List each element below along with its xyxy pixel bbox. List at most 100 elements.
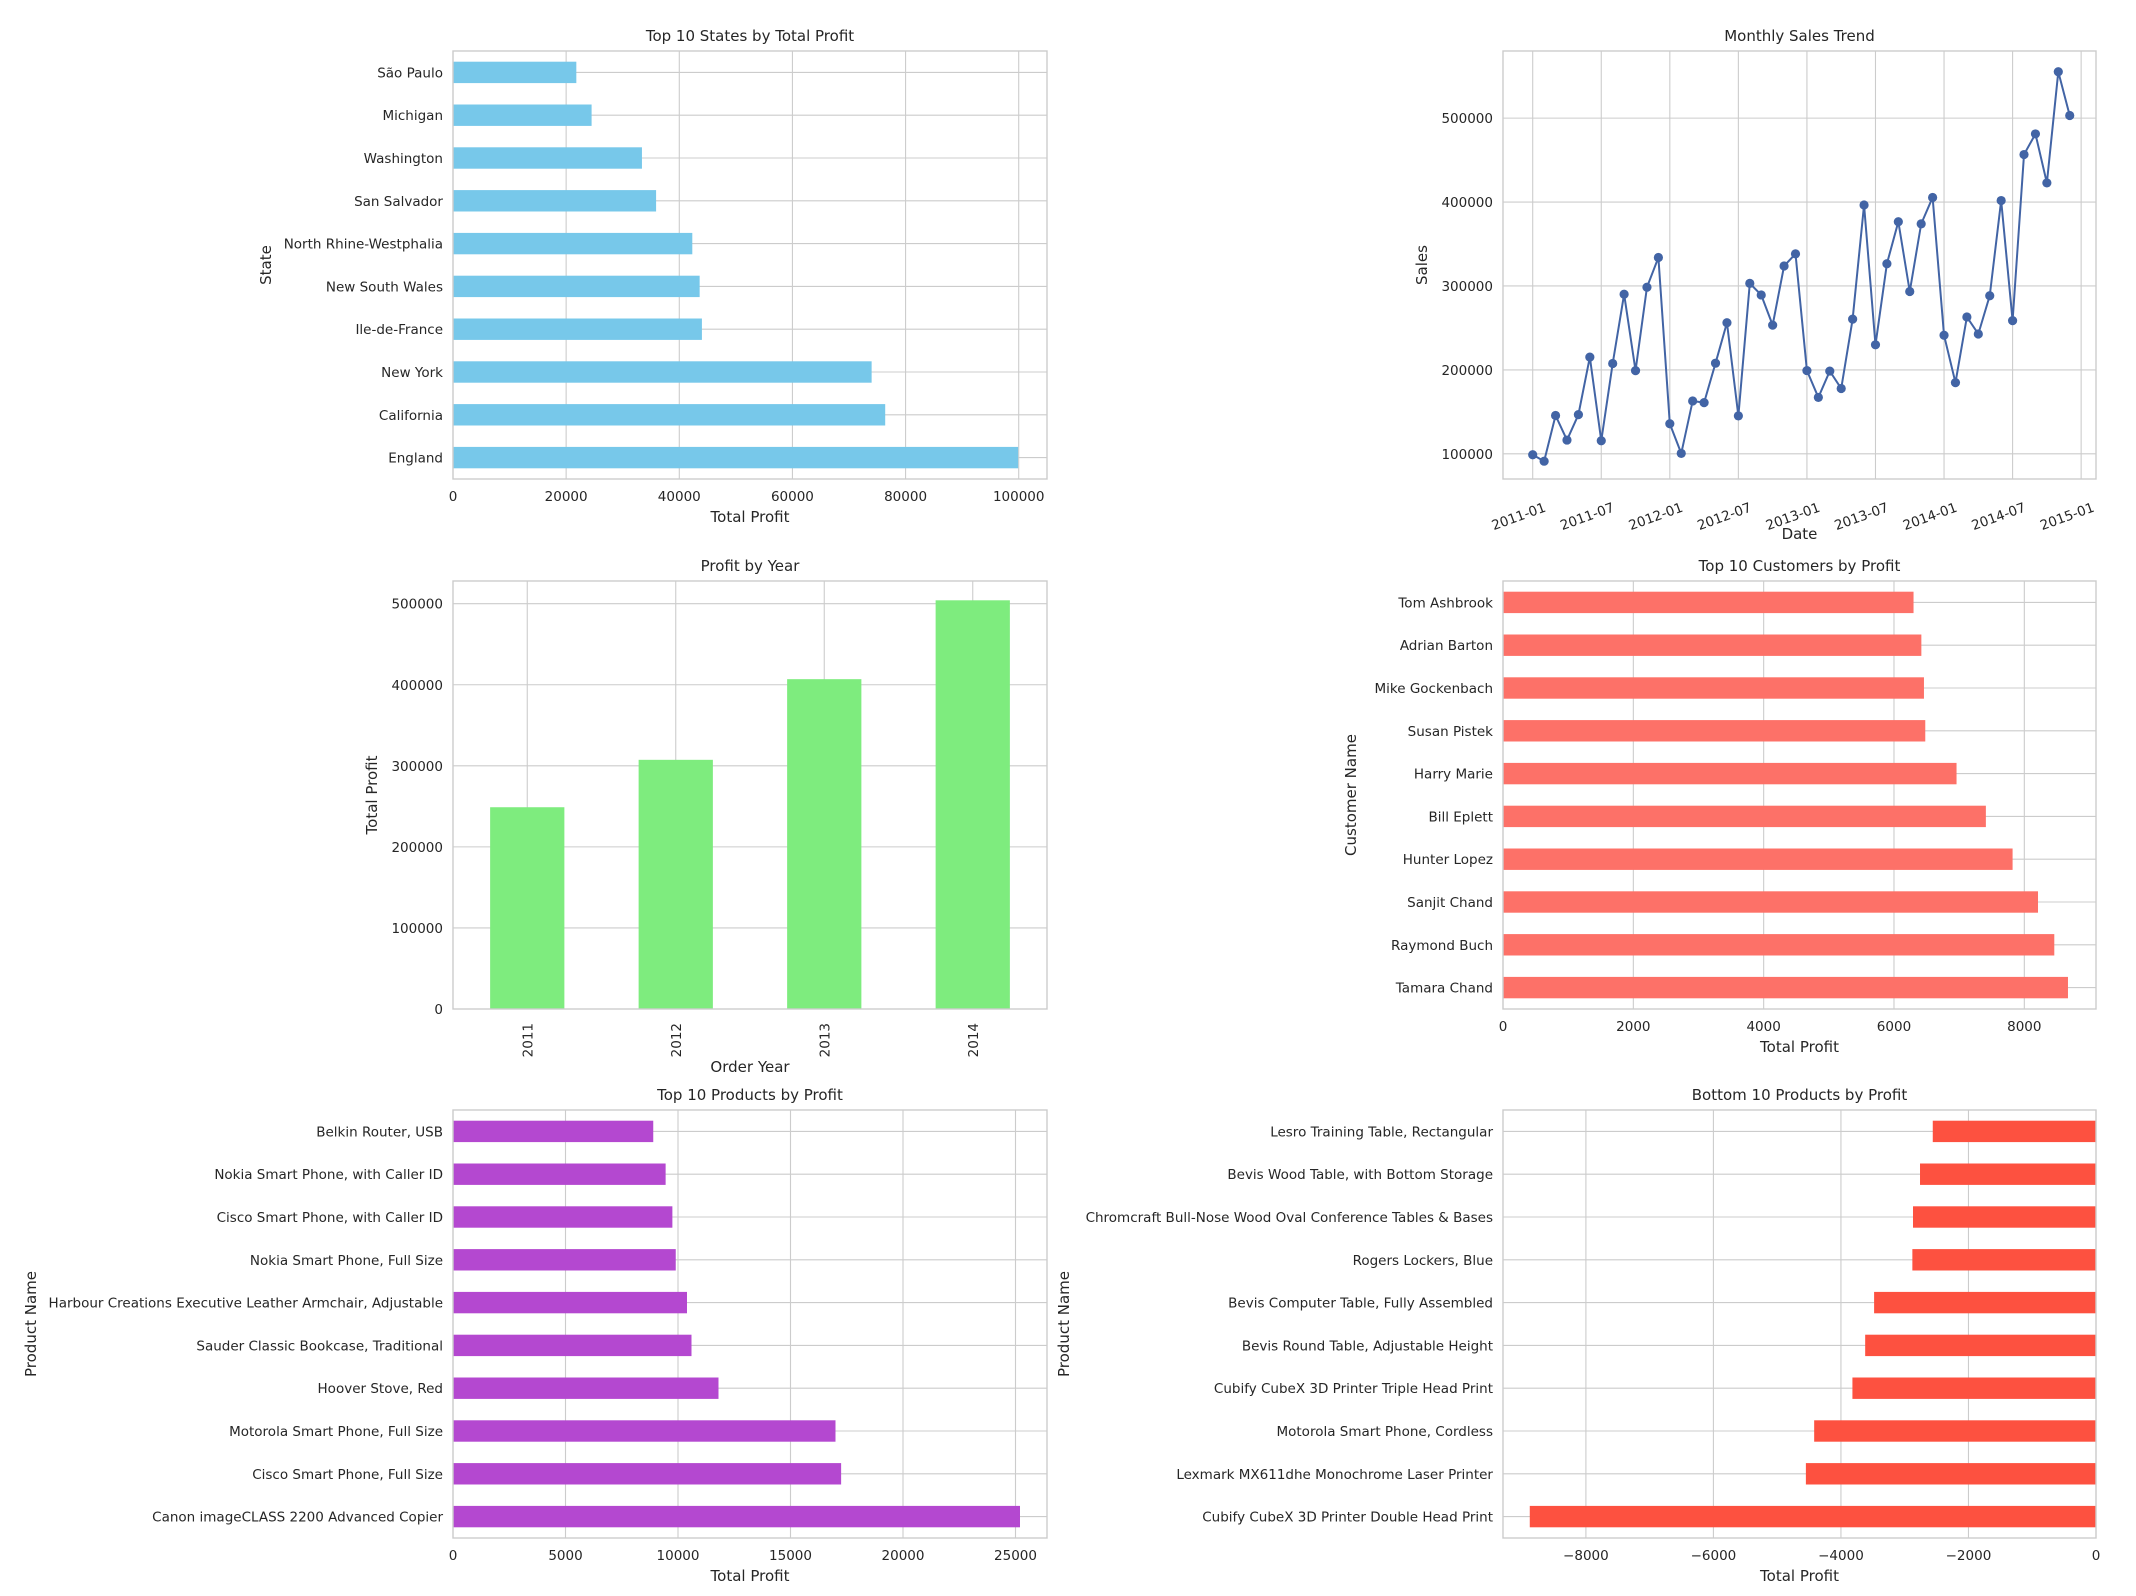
x-tick-label: 2014-01 — [1901, 500, 1959, 534]
x-tick-label: 4000 — [1746, 1019, 1780, 1035]
y-tick-label: Susan Pistek — [1408, 724, 1494, 740]
y-tick-label: Lexmark MX611dhe Monochrome Laser Printe… — [1176, 1467, 1493, 1483]
plot-frame — [452, 50, 1048, 480]
x-tick-label: 2000 — [1616, 1019, 1650, 1035]
y-tick-label: Michigan — [382, 108, 443, 124]
y-tick-label: Sauder Classic Bookcase, Traditional — [196, 1338, 443, 1354]
y-tick-label: Mike Gockenbach — [1375, 681, 1494, 697]
chart-3: 0 2000 4000 6000 8000 Tom Ashbrook Adrian Bart… — [1342, 557, 2097, 1056]
data-point — [1893, 217, 1903, 227]
chart-title: Bottom 10 Products by Profit — [1692, 1086, 1908, 1104]
y-tick-label: 400000 — [1441, 195, 1493, 211]
chart-title: Top 10 Products by Profit — [656, 1086, 843, 1104]
bar — [935, 600, 1010, 1009]
y-tick-label: Raymond Buch — [1391, 938, 1493, 954]
data-point — [2030, 129, 2041, 139]
bar — [453, 1206, 673, 1228]
data-point — [1733, 411, 1743, 421]
data-point — [1756, 290, 1766, 300]
x-tick-label: −8000 — [1563, 1548, 1609, 1564]
data-point — [1802, 365, 1812, 376]
bar — [453, 1163, 666, 1185]
x-tick-label: 20000 — [882, 1548, 925, 1564]
y-tick-label: England — [388, 451, 443, 467]
data-point — [1996, 195, 2006, 206]
x-tick-label: 2012-01 — [1627, 500, 1685, 534]
data-point — [1722, 318, 1732, 328]
data-point — [1710, 358, 1721, 368]
x-tick-label: 2014 — [966, 1023, 982, 1057]
y-tick-label: Tamara Chand — [1395, 981, 1493, 997]
data-point — [1642, 282, 1652, 292]
data-point — [1745, 278, 1755, 288]
y-tick-label: Lesro Training Table, Rectangular — [1270, 1124, 1493, 1140]
x-tick-label: 10000 — [657, 1548, 700, 1564]
y-tick-label: 400000 — [391, 678, 443, 694]
y-tick-label: 300000 — [391, 759, 443, 775]
x-tick-label: 60000 — [771, 489, 814, 505]
x-axis-label: Total Profit — [1759, 1567, 1839, 1585]
y-tick-label: 500000 — [391, 597, 443, 613]
x-tick-label: 2011 — [520, 1023, 536, 1057]
y-tick-label: North Rhine-Westphalia — [284, 237, 443, 253]
x-tick-label: 2012-07 — [1695, 500, 1753, 534]
y-axis-label: Product Name — [1055, 1271, 1073, 1377]
y-tick-label: Cisco Smart Phone, with Caller ID — [217, 1210, 443, 1226]
x-tick-label: 2015-01 — [2038, 500, 2096, 534]
y-tick-label: New York — [381, 365, 443, 381]
bar — [1865, 1334, 2096, 1357]
y-tick-label: Ile-de-France — [355, 322, 443, 338]
bar — [787, 679, 862, 1009]
x-tick-label: −2000 — [1946, 1548, 1992, 1564]
bar — [1503, 848, 2013, 870]
data-point — [1882, 259, 1892, 269]
x-axis-label: Total Profit — [710, 1567, 790, 1585]
data-point — [1985, 291, 1995, 301]
data-point — [1973, 329, 1983, 339]
data-point — [1870, 340, 1881, 350]
plot-frame — [1502, 1109, 2097, 1539]
x-tick-label: 2011-07 — [1558, 500, 1616, 534]
chart-title: Monthly Sales Trend — [1724, 27, 1875, 45]
bar — [453, 190, 657, 212]
chart-title: Top 10 Customers by Profit — [1698, 557, 1901, 575]
data-point — [1573, 410, 1584, 420]
bar — [453, 1249, 676, 1271]
y-axis-label: Total Profit — [363, 755, 381, 835]
data-point — [1916, 219, 1926, 229]
data-point — [1608, 358, 1618, 369]
bar — [453, 1420, 836, 1442]
data-point — [1630, 366, 1641, 376]
chart-4: 0 5000 10000 15000 20000 25000 Belkin Router, … — [22, 1086, 1048, 1585]
y-tick-label: Motorola Smart Phone, Full Size — [229, 1424, 443, 1440]
y-tick-label: Nokia Smart Phone, Full Size — [250, 1253, 443, 1269]
plot-frame — [1502, 580, 2097, 1010]
bar — [1912, 1206, 2096, 1228]
y-tick-label: Chromcraft Bull-Nose Wood Oval Conferenc… — [1086, 1210, 1493, 1226]
plot-frame — [452, 580, 1048, 1010]
y-tick-label: Cubify CubeX 3D Printer Double Head Prin… — [1202, 1510, 1493, 1526]
x-tick-label: 80000 — [884, 489, 927, 505]
y-tick-label: Hoover Stove, Red — [318, 1381, 443, 1397]
y-tick-label: São Paulo — [377, 65, 443, 81]
x-tick-label: −6000 — [1691, 1548, 1737, 1564]
data-point — [1928, 192, 1938, 203]
x-tick-label: 2013 — [817, 1023, 833, 1057]
chart-title: Top 10 States by Total Profit — [645, 27, 854, 45]
x-tick-label: 15000 — [769, 1548, 812, 1564]
x-tick-label: 0 — [449, 1548, 458, 1564]
data-point — [1813, 392, 1823, 403]
bar — [1503, 634, 1922, 656]
y-axis-label: State — [257, 245, 275, 285]
chart-2: 0 100000 200000 300000 400000 500000 2011 2012 2… — [363, 557, 1048, 1076]
x-axis-label: Total Profit — [710, 508, 790, 526]
y-tick-label: Rogers Lockers, Blue — [1353, 1253, 1493, 1269]
data-point — [2053, 67, 2063, 77]
data-point — [1962, 312, 1972, 322]
y-tick-label: Bevis Wood Table, with Bottom Storage — [1227, 1167, 1493, 1183]
data-point — [1836, 383, 1846, 394]
x-tick-label: 0 — [1499, 1019, 1508, 1035]
bar — [453, 361, 872, 383]
bar — [1503, 762, 1957, 785]
